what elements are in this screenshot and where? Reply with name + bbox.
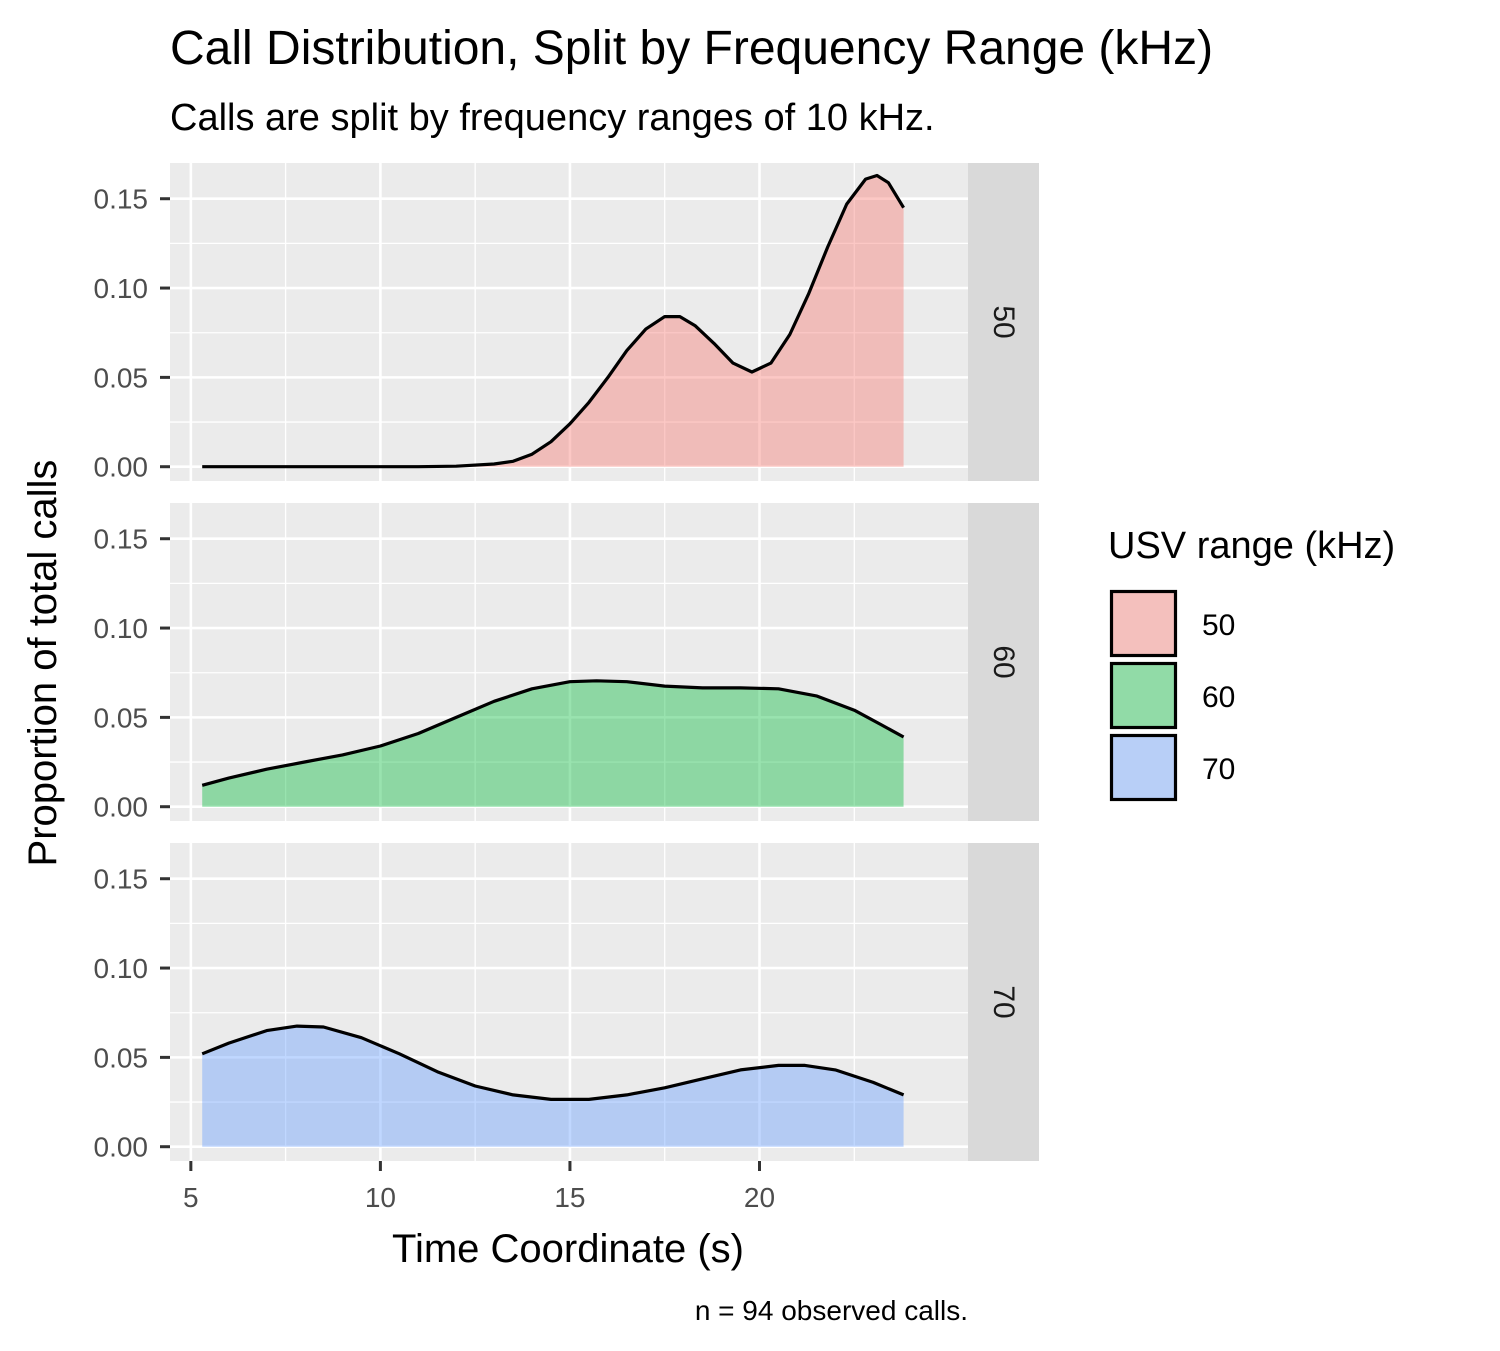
x-axis-title: Time Coordinate (s) [392, 1227, 744, 1271]
legend-label: 70 [1202, 753, 1235, 786]
chart-subtitle: Calls are split by frequency ranges of 1… [170, 97, 935, 139]
y-tick-label: 0.05 [94, 1042, 149, 1073]
facet-strip-label: 60 [987, 645, 1020, 678]
y-tick-label: 0.10 [94, 273, 149, 304]
chart-title: Call Distribution, Split by Frequency Ra… [170, 22, 1213, 75]
y-tick-label: 0.10 [94, 613, 149, 644]
facet-panel-60: 0.00 0.05 0.10 0.15 60 [94, 503, 1039, 823]
legend-title: USV range (kHz) [1108, 525, 1395, 567]
legend-label: 50 [1202, 609, 1235, 642]
legend-key-background [1110, 590, 1177, 657]
facet-strip [968, 843, 1039, 1161]
facet-strip [968, 163, 1039, 481]
y-tick-label: 0.00 [94, 1132, 149, 1163]
y-tick-label: 0.15 [94, 184, 149, 215]
density-line-50 [202, 173, 905, 469]
y-axis-title: Proportion of total calls [21, 460, 65, 867]
y-tick-label: 0.10 [94, 953, 149, 984]
y-tick-label: 0.00 [94, 792, 149, 823]
density-area-70 [202, 1026, 904, 1147]
legend: USV range (kHz) 50 60 70 [1108, 525, 1395, 802]
facet-strip [968, 503, 1039, 821]
facet-panels: 0.000.050.100.15500.000.050.100.15600.00… [94, 163, 1039, 1163]
y-tick-label: 0.05 [94, 702, 149, 733]
legend-key-50 [1109, 589, 1178, 658]
x-tick-label: 20 [744, 1182, 775, 1213]
chart-caption: n = 94 observed calls. [695, 1295, 968, 1326]
legend-key-70 [1109, 733, 1178, 802]
legend-key-background [1110, 734, 1177, 801]
y-tick-label: 0.00 [94, 452, 149, 483]
density-line-70 [201, 1024, 905, 1101]
density-line-60 [201, 679, 905, 787]
x-tick-label: 15 [554, 1182, 585, 1213]
legend-label: 60 [1202, 681, 1235, 714]
legend-key-background [1110, 662, 1177, 729]
facet-strip-label: 50 [987, 305, 1020, 338]
y-tick-label: 0.15 [94, 864, 149, 895]
x-tick-label: 10 [365, 1182, 396, 1213]
facet-panel-50: 0.00 0.05 0.10 0.15 50 [94, 163, 1039, 483]
density-area-60 [202, 680, 904, 807]
y-tick-label: 0.05 [94, 362, 149, 393]
facet-panel-70: 0.00 0.05 0.10 0.15 70 [94, 843, 1039, 1163]
x-tick-label: 5 [183, 1182, 199, 1213]
legend-key-60 [1109, 661, 1178, 730]
x-axis: 5 10 15 20 [183, 1161, 775, 1213]
facet-strip-label: 70 [987, 985, 1020, 1018]
y-tick-label: 0.15 [94, 524, 149, 555]
density-area-50 [202, 175, 904, 467]
